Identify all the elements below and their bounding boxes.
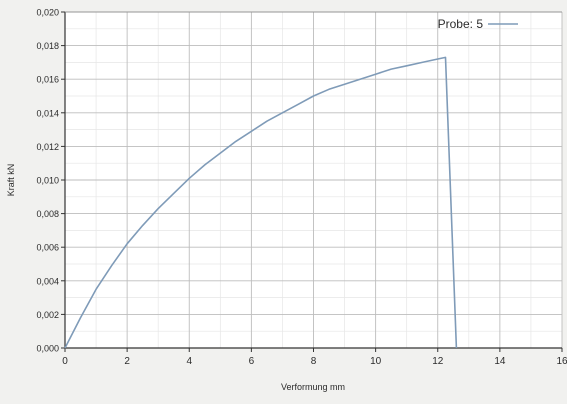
y-tick-label: 0,008 xyxy=(36,209,59,219)
legend-label: Probe: 5 xyxy=(438,17,484,31)
axes: 0 2 4 6 8 10 12 14 16 0,000 0,002 0,004 0,006 0,008 0,… xyxy=(36,8,567,368)
x-tick-label: 10 xyxy=(370,356,382,367)
y-tick-label: 0,020 xyxy=(36,8,59,18)
y-tick-label: 0,004 xyxy=(36,276,59,286)
x-tick-label: 6 xyxy=(249,356,255,367)
y-tick-label: 0,016 xyxy=(36,75,59,85)
x-tick-label: 0 xyxy=(62,356,68,367)
y-tick-label: 0,014 xyxy=(36,108,59,118)
y-tick-label: 0,010 xyxy=(36,176,59,186)
y-tick-label: 0,002 xyxy=(36,310,59,320)
grid xyxy=(64,11,563,349)
series-layer xyxy=(64,56,458,349)
y-tick-label: 0,006 xyxy=(36,243,59,253)
x-tick-label: 14 xyxy=(494,356,506,367)
series-line-1 xyxy=(64,56,458,349)
x-tick-label: 16 xyxy=(556,356,567,367)
y-tick-label: 0,018 xyxy=(36,41,59,51)
y-axis-label: Kraft kN xyxy=(6,164,16,197)
y-tick-label: 0,012 xyxy=(36,142,59,152)
legend: Probe: 5 xyxy=(438,17,518,31)
x-tick-label: 12 xyxy=(432,356,444,367)
x-tick-label: 2 xyxy=(124,356,130,367)
x-tick-label: 8 xyxy=(311,356,317,367)
x-axis-label: Verformung mm xyxy=(281,382,345,392)
x-tick-label: 4 xyxy=(186,356,192,367)
y-tick-label: 0,000 xyxy=(36,344,59,354)
